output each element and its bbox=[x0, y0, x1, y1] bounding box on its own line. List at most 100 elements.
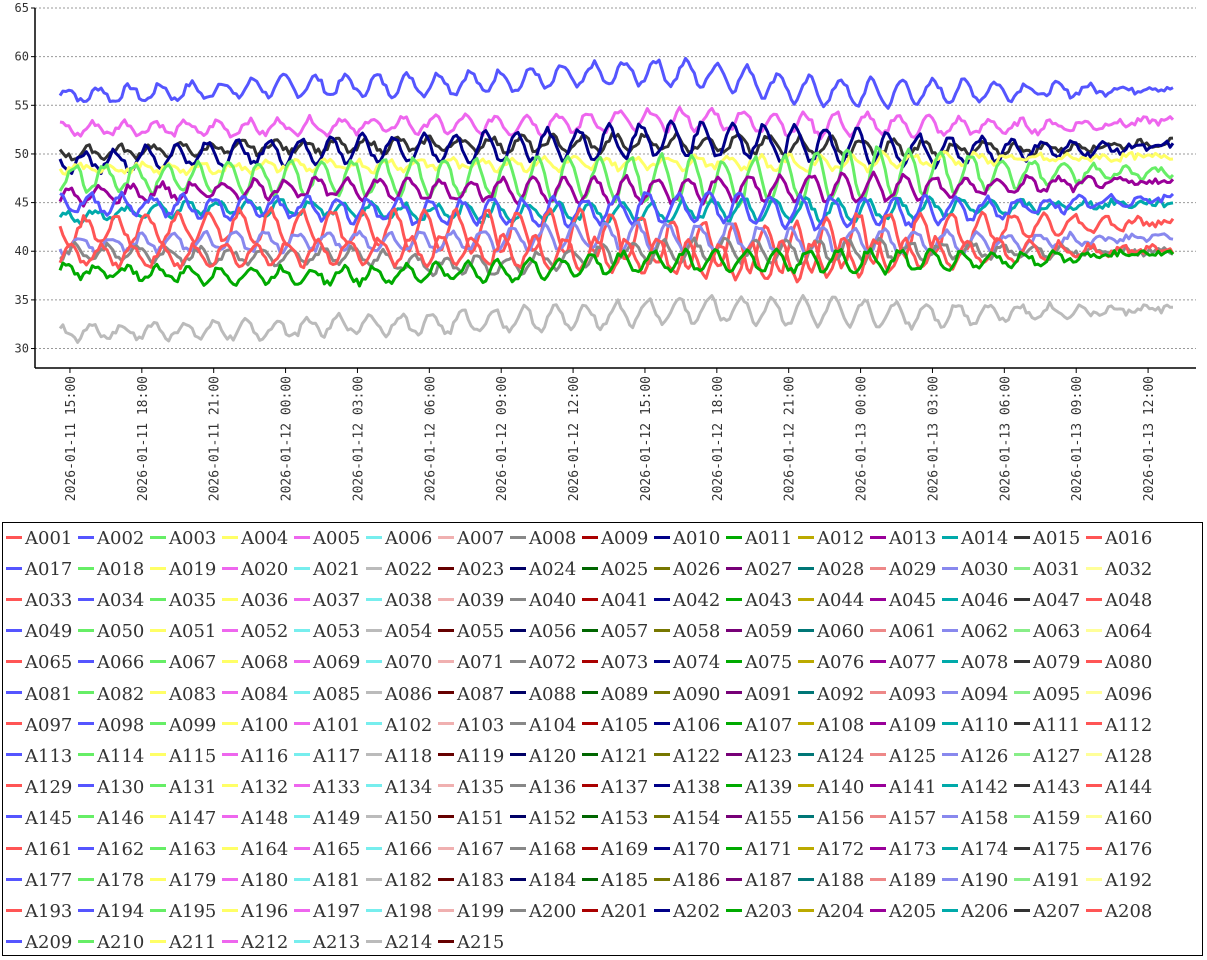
legend-item: A154 bbox=[654, 808, 720, 830]
legend-item: A074 bbox=[654, 652, 720, 674]
legend-item: A064 bbox=[1086, 621, 1152, 643]
legend-item: A212 bbox=[222, 932, 288, 954]
legend-swatch bbox=[294, 691, 310, 694]
legend-item: A208 bbox=[1086, 901, 1152, 923]
legend-item: A070 bbox=[366, 652, 432, 674]
legend-item: A108 bbox=[798, 715, 864, 737]
legend-swatch bbox=[1014, 846, 1030, 850]
legend-label: A035 bbox=[169, 590, 217, 612]
legend-item: A193 bbox=[6, 901, 72, 923]
legend-label: A020 bbox=[241, 559, 289, 581]
legend-label: A073 bbox=[601, 652, 649, 674]
legend-swatch bbox=[1086, 815, 1102, 819]
legend-label: A122 bbox=[673, 745, 721, 767]
legend-item: A088 bbox=[510, 684, 576, 706]
legend-label: A184 bbox=[529, 870, 577, 892]
legend-swatch bbox=[6, 659, 22, 663]
legend-swatch bbox=[798, 535, 814, 539]
legend-label: A096 bbox=[1105, 683, 1153, 705]
legend-swatch bbox=[870, 722, 886, 726]
legend-swatch bbox=[654, 535, 670, 539]
legend-label: A026 bbox=[673, 559, 721, 581]
legend-swatch bbox=[150, 784, 166, 788]
legend-swatch bbox=[798, 566, 814, 570]
legend-swatch bbox=[654, 753, 670, 757]
legend-item: A203 bbox=[726, 901, 792, 923]
legend-label: A062 bbox=[961, 621, 1009, 643]
legend-label: A150 bbox=[385, 807, 433, 829]
legend-item: A100 bbox=[222, 715, 288, 737]
legend-item: A197 bbox=[294, 901, 360, 923]
legend-swatch bbox=[366, 691, 382, 694]
legend-swatch bbox=[1086, 691, 1102, 694]
legend-label: A137 bbox=[601, 776, 649, 798]
legend-item: A168 bbox=[510, 839, 576, 861]
legend-swatch bbox=[510, 691, 526, 694]
legend-item: A104 bbox=[510, 715, 576, 737]
legend-swatch bbox=[6, 753, 22, 757]
legend-swatch bbox=[870, 597, 886, 601]
series-line-a017 bbox=[59, 190, 1175, 232]
legend-swatch bbox=[942, 691, 958, 694]
x-tick-label: 2026-01-13 09:00 bbox=[1070, 376, 1085, 501]
legend-swatch bbox=[582, 815, 598, 819]
legend-item: A169 bbox=[582, 839, 648, 861]
legend-swatch bbox=[654, 722, 670, 726]
legend-item: A209 bbox=[6, 932, 72, 954]
legend-item: A059 bbox=[726, 621, 792, 643]
legend-item: A040 bbox=[510, 590, 576, 612]
legend-swatch bbox=[222, 597, 238, 601]
legend-label: A074 bbox=[673, 652, 721, 674]
legend-swatch bbox=[726, 877, 742, 881]
legend-label: A209 bbox=[25, 932, 73, 954]
legend-swatch bbox=[942, 908, 958, 912]
legend-item: A083 bbox=[150, 684, 216, 706]
legend-label: A037 bbox=[313, 590, 361, 612]
y-tick-label: 35 bbox=[15, 293, 29, 307]
legend-item: A068 bbox=[222, 652, 288, 674]
legend-label: A049 bbox=[25, 621, 73, 643]
legend-label: A103 bbox=[457, 714, 505, 736]
legend-item: A144 bbox=[1086, 777, 1152, 799]
legend-item: A195 bbox=[150, 901, 216, 923]
legend-item: A091 bbox=[726, 684, 792, 706]
legend-swatch bbox=[654, 566, 670, 570]
legend-item: A153 bbox=[582, 808, 648, 830]
legend-item: A071 bbox=[438, 652, 504, 674]
legend-swatch bbox=[1086, 753, 1102, 757]
legend-swatch bbox=[582, 908, 598, 912]
legend-swatch bbox=[438, 659, 454, 663]
legend-item: A198 bbox=[366, 901, 432, 923]
legend-label: A194 bbox=[97, 901, 145, 923]
legend-item: A166 bbox=[366, 839, 432, 861]
legend-item: A087 bbox=[438, 684, 504, 706]
legend-item: A066 bbox=[78, 652, 144, 674]
legend-item: A136 bbox=[510, 777, 576, 799]
legend-label: A085 bbox=[313, 683, 361, 705]
legend-swatch bbox=[366, 908, 382, 912]
legend-swatch bbox=[942, 877, 958, 881]
series-line-a005 bbox=[59, 105, 1175, 141]
legend-label: A013 bbox=[889, 528, 937, 549]
legend-item: A114 bbox=[78, 746, 144, 768]
legend-label: A119 bbox=[457, 745, 505, 767]
legend-label: A168 bbox=[529, 839, 577, 860]
legend-label: A019 bbox=[169, 559, 217, 581]
legend-swatch bbox=[78, 722, 94, 726]
legend-swatch bbox=[510, 597, 526, 601]
legend-item: A190 bbox=[942, 870, 1008, 892]
legend-swatch bbox=[798, 597, 814, 601]
legend-swatch bbox=[366, 566, 382, 570]
legend-item: A211 bbox=[150, 932, 216, 954]
legend-label: A043 bbox=[745, 590, 793, 612]
legend-label: A162 bbox=[97, 839, 145, 860]
legend-swatch bbox=[222, 722, 238, 726]
legend-label: A192 bbox=[1105, 870, 1153, 892]
legend-item: A103 bbox=[438, 715, 504, 737]
legend-swatch bbox=[654, 846, 670, 850]
legend-swatch bbox=[582, 659, 598, 663]
legend-swatch bbox=[510, 566, 526, 570]
legend-item: A097 bbox=[6, 715, 72, 737]
legend-item: A065 bbox=[6, 652, 72, 674]
legend-item: A140 bbox=[798, 777, 864, 799]
